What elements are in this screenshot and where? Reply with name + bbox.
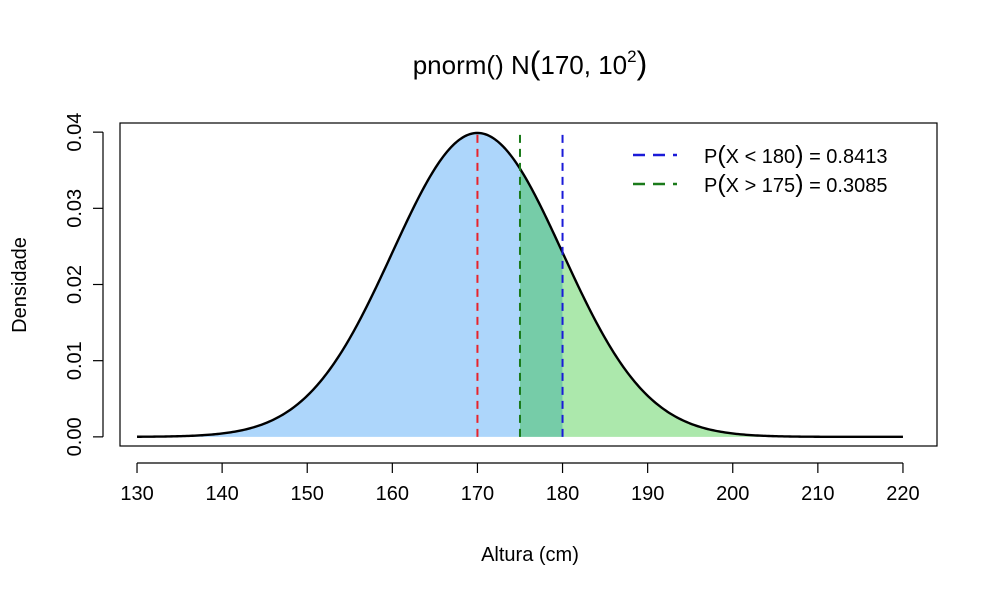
chart-title-main: pnorm() N: [413, 50, 530, 80]
x-tick-label-210: 210: [801, 483, 834, 505]
shaded-region-3: [562, 252, 903, 437]
legend-label-2-close: ): [795, 170, 803, 198]
y-tick-label-0: 0.00: [64, 417, 86, 456]
chart-title: pnorm() N(170, 102): [413, 45, 648, 81]
y-axis-label: Densidade: [9, 237, 31, 333]
x-tick-label-160: 160: [376, 483, 409, 505]
x-tick-label-180: 180: [546, 483, 579, 505]
shaded-region-2: [519, 168, 563, 437]
chart-title-superscript: 2: [627, 47, 636, 66]
legend-label-1: P(X < 180) = 0.8413: [704, 141, 887, 169]
x-axis: 130 140 150 160 170 180 190 200 210 220: [120, 462, 920, 505]
x-tick-label-220: 220: [886, 483, 919, 505]
legend-label-2-expr: X > 175: [726, 175, 796, 197]
legend-label-1-open: (: [717, 141, 726, 169]
reference-lines: [476, 132, 564, 437]
chart-title-close-paren: ): [637, 45, 648, 81]
legend-label-1-prefix: P: [704, 146, 717, 168]
x-tick-label-150: 150: [291, 483, 324, 505]
x-tick-label-190: 190: [631, 483, 664, 505]
x-tick-label-130: 130: [120, 483, 153, 505]
y-tick-label-3: 0.03: [64, 189, 86, 228]
legend-label-2: P(X > 175) = 0.3085: [704, 170, 887, 198]
legend-label-2-prefix: P: [704, 175, 717, 197]
shaded-region-1: [137, 132, 520, 437]
y-tick-label-2: 0.02: [64, 265, 86, 304]
legend-label-1-expr: X < 180: [726, 146, 796, 168]
chart-title-params: 170, 10: [540, 50, 627, 80]
chart-title-open-paren: (: [530, 45, 541, 81]
legend-label-1-value: = 0.8413: [804, 146, 888, 168]
legend-label-2-open: (: [717, 170, 726, 198]
x-tick-label-140: 140: [205, 483, 238, 505]
x-tick-label-200: 200: [716, 483, 749, 505]
legend-label-1-close: ): [795, 141, 803, 169]
x-axis-label: Altura (cm): [481, 544, 579, 566]
y-tick-label-4: 0.04: [64, 113, 86, 152]
shaded-regions: [137, 132, 903, 437]
x-tick-label-170: 170: [461, 483, 494, 505]
y-tick-label-1: 0.01: [64, 341, 86, 380]
legend: P(X < 180) = 0.8413 P(X > 175) = 0.3085: [633, 141, 887, 198]
plot-area: [119, 122, 938, 447]
legend-label-2-value: = 0.3085: [804, 175, 888, 197]
plot-box: [119, 122, 938, 447]
y-axis: 0.00 0.01 0.02 0.03 0.04: [64, 113, 104, 456]
